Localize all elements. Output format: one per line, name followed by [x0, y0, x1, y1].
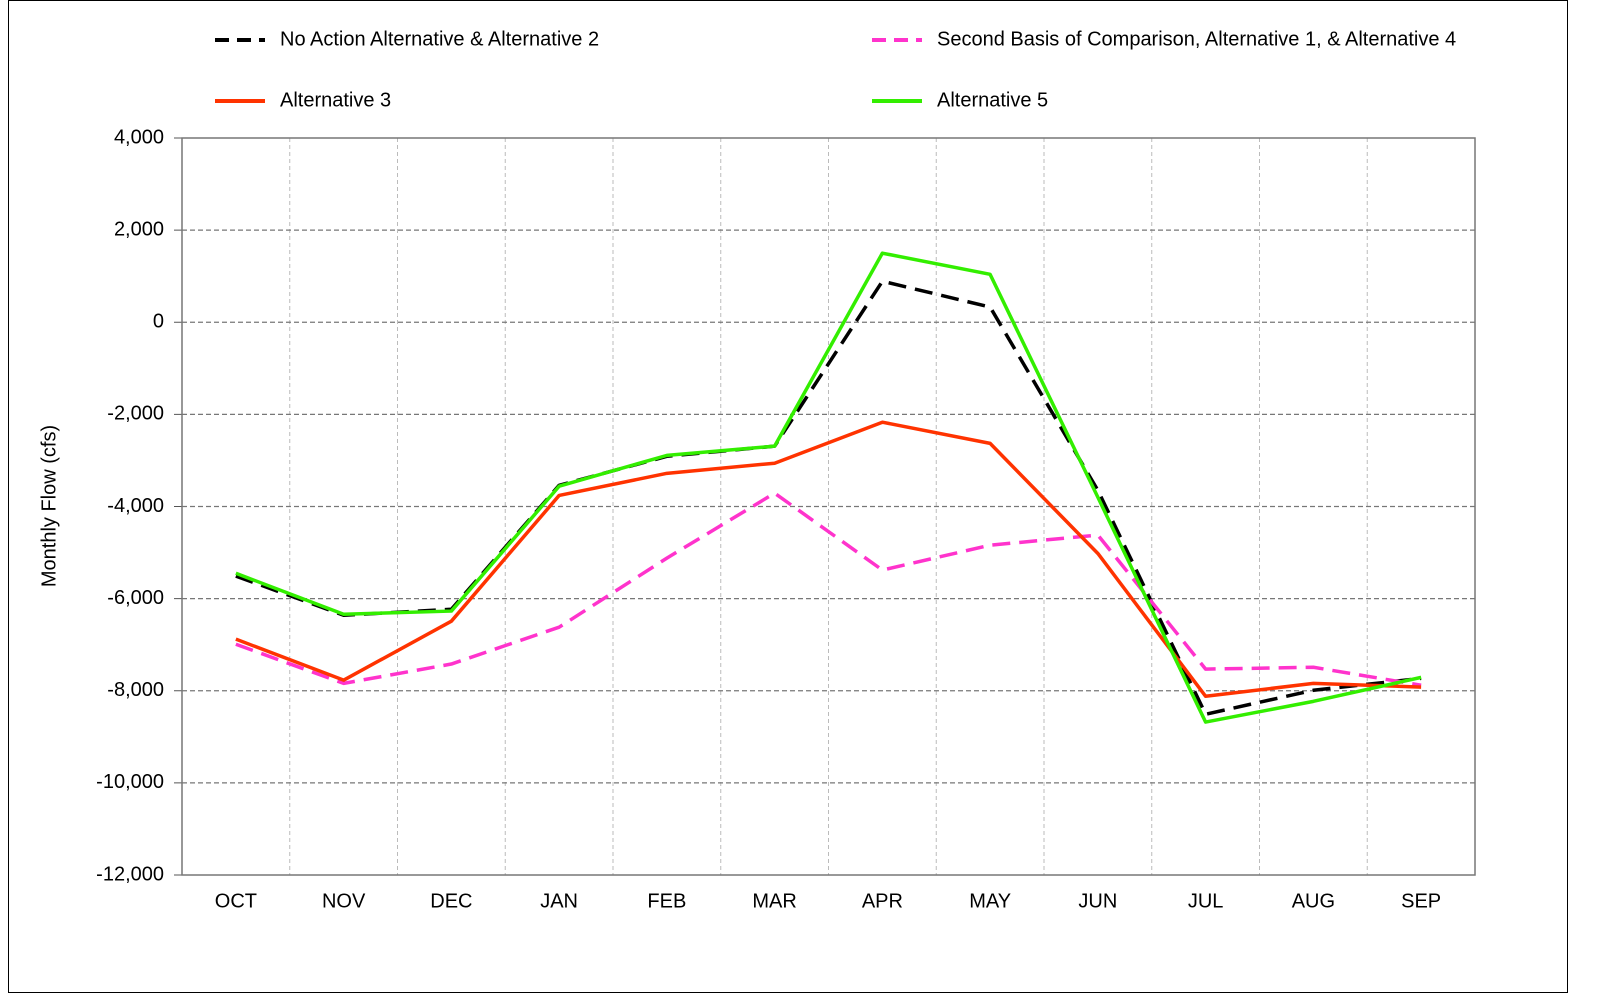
x-tick-label: JUL	[1188, 890, 1224, 912]
plot-area	[181, 137, 1476, 876]
y-tick-label: 2,000	[114, 218, 164, 240]
legend-label: Alternative 5	[937, 89, 1048, 111]
x-tick-label: APR	[862, 890, 903, 912]
series-line	[235, 420, 1422, 699]
x-tick-label: OCT	[215, 890, 257, 912]
legend-label: Alternative 3	[280, 89, 391, 111]
y-tick-label: -8,000	[107, 679, 164, 701]
y-tick-label: -12,000	[96, 863, 164, 885]
x-tick-label: MAY	[969, 890, 1011, 912]
legend-label: No Action Alternative & Alternative 2	[280, 28, 599, 50]
x-tick-label: NOV	[322, 890, 366, 912]
series-line	[235, 491, 1422, 687]
x-tick-label: JAN	[540, 890, 578, 912]
x-tick-label: FEB	[647, 890, 686, 912]
y-tick-label: 0	[153, 311, 164, 333]
y-tick-label: -10,000	[96, 771, 164, 793]
y-tick-label: -6,000	[107, 587, 164, 609]
y-tick-label: 4,000	[114, 126, 164, 148]
chart-frame	[8, 0, 1568, 993]
y-tick-label: -4,000	[107, 495, 164, 517]
y-tick-label: -2,000	[107, 403, 164, 425]
y-axis-label: Monthly Flow (cfs)	[38, 425, 60, 587]
x-tick-label: JUN	[1078, 890, 1117, 912]
x-tick-label: SEP	[1401, 890, 1441, 912]
x-tick-label: AUG	[1292, 890, 1335, 912]
x-tick-label: MAR	[752, 890, 796, 912]
x-tick-label: DEC	[430, 890, 472, 912]
series-line	[235, 251, 1422, 724]
legend-label: Second Basis of Comparison, Alternative …	[937, 28, 1456, 50]
